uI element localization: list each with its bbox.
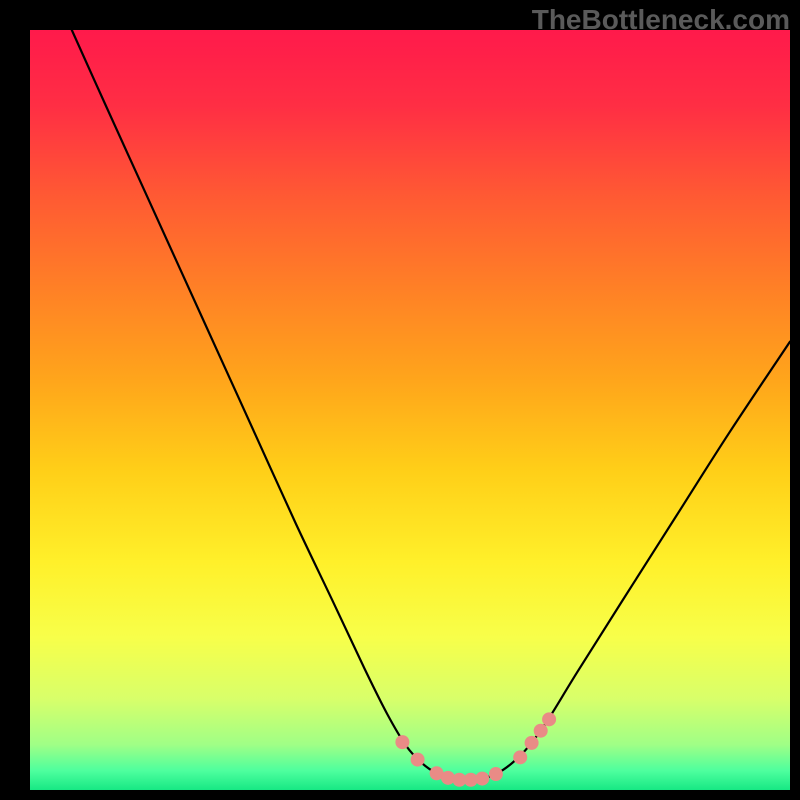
chart-container: { "watermark": { "text": "TheBottleneck.…	[0, 0, 800, 800]
chart-svg	[0, 0, 800, 800]
curve-marker	[475, 772, 489, 786]
watermark-text: TheBottleneck.com	[532, 4, 790, 36]
bottleneck-curve	[72, 30, 790, 780]
curve-marker	[513, 750, 527, 764]
curve-marker	[542, 712, 556, 726]
curve-marker	[525, 736, 539, 750]
curve-marker	[411, 753, 425, 767]
curve-marker	[395, 735, 409, 749]
curve-marker	[489, 767, 503, 781]
